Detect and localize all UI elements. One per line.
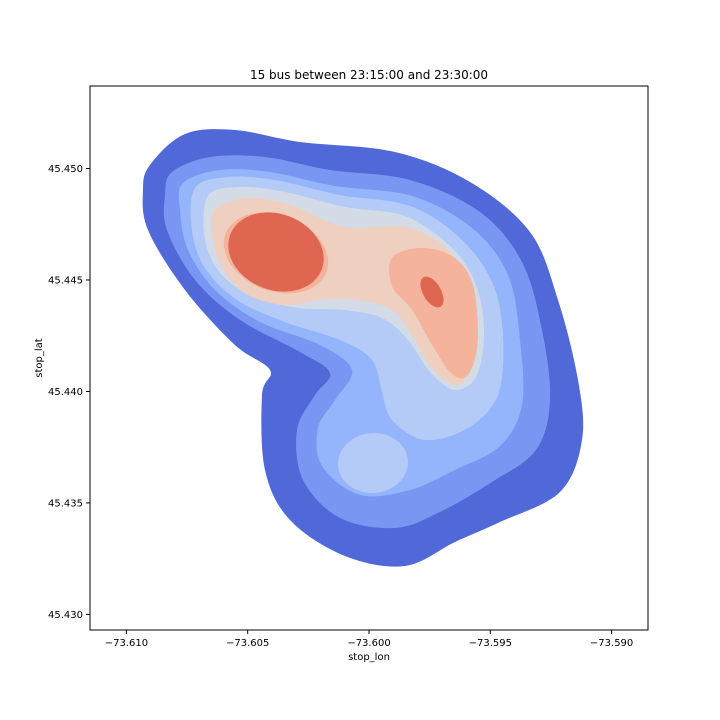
- density-band-level-8: [420, 276, 444, 308]
- density-contours: [142, 129, 584, 567]
- x-tick-label: −73.600: [347, 638, 390, 649]
- x-tick-label: −73.595: [469, 638, 512, 649]
- y-tick-label: 45.430: [48, 610, 83, 621]
- x-tick-label: −73.605: [226, 638, 269, 649]
- y-tick-label: 45.445: [48, 275, 83, 286]
- density-band-level-8: [228, 212, 324, 292]
- density-band-level-7: [388, 247, 479, 379]
- y-axis-ticks: 45.430 45.435 45.440 45.445 45.450: [48, 164, 90, 621]
- density-band-level-4: [338, 432, 408, 494]
- y-axis-label: stop_lat: [34, 338, 45, 378]
- chart-title: 15 bus between 23:15:00 and 23:30:00: [250, 68, 488, 82]
- x-axis-ticks: −73.610 −73.605 −73.600 −73.595 −73.590: [105, 630, 633, 649]
- y-tick-label: 45.440: [48, 387, 83, 398]
- x-tick-label: −73.610: [105, 638, 148, 649]
- y-tick-label: 45.435: [48, 498, 83, 509]
- y-tick-label: 45.450: [48, 164, 83, 175]
- x-axis-label: stop_lon: [348, 652, 390, 663]
- x-tick-label: −73.590: [590, 638, 633, 649]
